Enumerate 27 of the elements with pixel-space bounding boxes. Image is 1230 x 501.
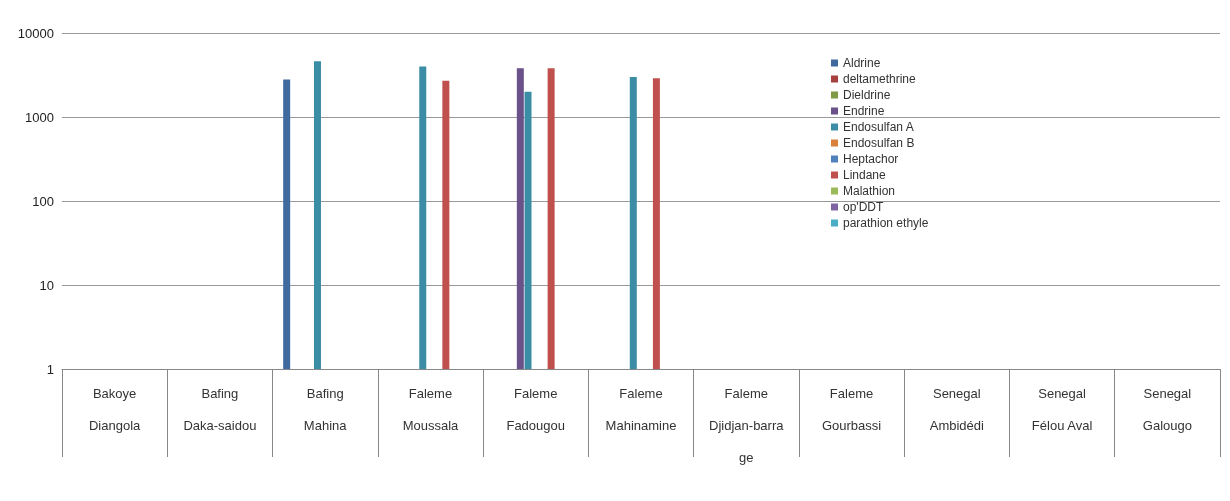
y-tick-label: 1 — [46, 361, 54, 377]
category-label: Senegal Galougo — [1142, 385, 1192, 433]
category-label: Faleme Mahinamine — [605, 385, 677, 433]
category-label: Bakoye Diangola — [88, 385, 141, 433]
legend-label: Endosulfan A — [843, 120, 914, 134]
legend-label: Dieldrine — [843, 88, 891, 102]
category-label: Faleme Fadougou — [506, 385, 566, 433]
y-tick-label: 10 — [39, 277, 54, 293]
y-tick-label: 1000 — [25, 109, 54, 125]
category-label: Faleme Moussala — [402, 385, 459, 433]
category-label: Bafing Daka-saidou — [183, 385, 257, 433]
category-label: Faleme Djidjan-barrage — [709, 385, 784, 465]
legend-label: Aldrine — [843, 56, 881, 70]
category-label: Bafing Mahina — [303, 385, 347, 433]
legend-label: Malathion — [843, 184, 896, 198]
legend-label: Heptachor — [843, 152, 899, 166]
legend-label: Endrine — [843, 104, 885, 118]
category-label: Senegal Félou Aval — [1031, 385, 1093, 433]
legend-label: op'DDT — [843, 200, 884, 214]
y-tick-label: 100 — [32, 193, 54, 209]
y-tick-label: 10000 — [17, 25, 54, 41]
legend-label: Lindane — [843, 168, 887, 182]
category-label: Senegal Ambidédi — [929, 385, 984, 433]
legend-label: deltamethrine — [843, 72, 917, 86]
category-label: Faleme Gourbassi — [821, 385, 882, 433]
legend-label: parathion ethyle — [843, 216, 929, 230]
legend-label: Endosulfan B — [843, 136, 915, 150]
